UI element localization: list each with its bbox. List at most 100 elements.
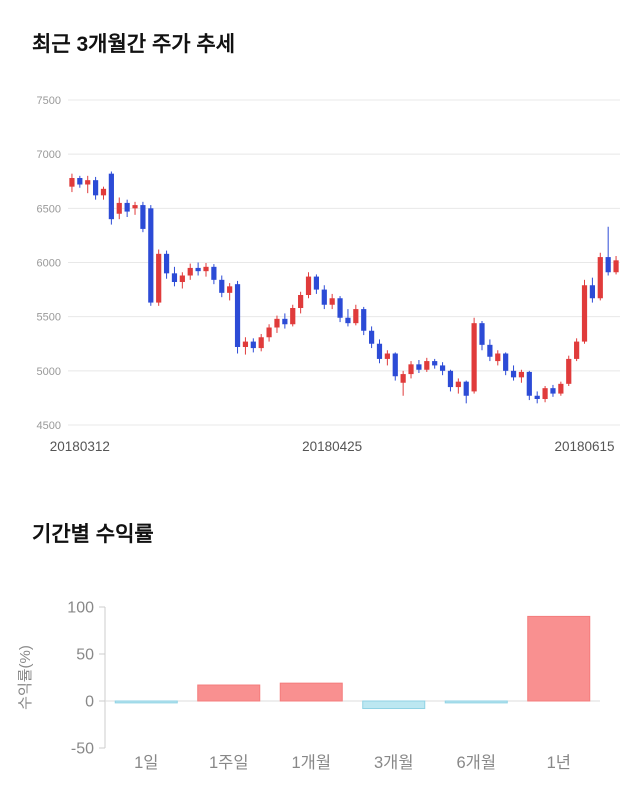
candle <box>345 317 351 324</box>
candle <box>510 370 517 378</box>
return-bar <box>527 615 591 702</box>
candle <box>100 188 107 196</box>
candle <box>518 371 525 378</box>
candle <box>77 178 83 185</box>
x-tick-label: 20180615 <box>554 439 614 454</box>
category-label: 1일 <box>134 753 158 772</box>
candle <box>108 173 114 220</box>
candle <box>156 253 162 303</box>
category-label: 1주일 <box>209 753 249 772</box>
candle <box>337 298 343 318</box>
candle <box>313 276 319 290</box>
candle <box>566 358 572 384</box>
candle <box>605 257 611 273</box>
return-bar <box>362 700 426 710</box>
candle <box>250 341 256 349</box>
candle <box>376 343 383 359</box>
candle <box>290 308 296 325</box>
candle <box>195 267 201 272</box>
y-tick-label: 6500 <box>37 203 61 215</box>
y-tick-label: 0 <box>85 694 94 711</box>
candle <box>353 309 359 324</box>
return-bar <box>197 684 261 702</box>
candle <box>187 267 193 276</box>
return-bar <box>444 700 508 704</box>
return-bar <box>279 682 343 702</box>
candle <box>148 208 154 303</box>
y-tick-label: 6000 <box>37 258 61 270</box>
candle <box>439 365 446 371</box>
candle <box>574 341 580 359</box>
candle <box>329 298 335 305</box>
category-label: 3개월 <box>374 753 414 772</box>
candle <box>298 295 304 308</box>
candle <box>432 361 438 366</box>
candle <box>93 180 99 196</box>
candle <box>361 309 367 331</box>
category-label: 1년 <box>547 753 571 772</box>
candle <box>534 395 540 399</box>
candle <box>140 205 146 229</box>
candle <box>597 257 603 299</box>
candle <box>613 260 619 273</box>
candle <box>369 330 375 344</box>
candle <box>447 370 454 388</box>
candle <box>282 318 288 325</box>
x-tick-label: 20180425 <box>302 439 362 454</box>
y-tick-label: 5000 <box>37 366 61 378</box>
candle <box>424 361 430 370</box>
y-tick-label: 7000 <box>37 149 61 161</box>
candle <box>581 285 588 342</box>
y-axis-label: 수익률(%) <box>17 645 34 710</box>
y-tick-label: -50 <box>71 741 94 758</box>
category-label: 6개월 <box>456 753 496 772</box>
candle <box>471 323 477 392</box>
candle <box>266 327 272 338</box>
candle <box>274 318 280 328</box>
candle <box>163 253 170 274</box>
candle <box>392 353 398 377</box>
price-trend-title: 최근 3개월간 주가 추세 <box>32 33 236 56</box>
candle <box>589 285 595 299</box>
candle <box>455 381 461 388</box>
candle <box>558 383 564 394</box>
candle <box>463 381 469 396</box>
candle <box>487 344 493 357</box>
y-tick-label: 50 <box>76 647 94 664</box>
y-tick-label: 100 <box>67 600 94 617</box>
candle <box>408 364 414 375</box>
candle <box>85 180 91 185</box>
category-label: 1개월 <box>291 753 331 772</box>
returns-title: 기간별 수익률 <box>32 523 154 546</box>
candle <box>227 286 233 293</box>
candle <box>242 341 249 347</box>
candle <box>258 337 264 349</box>
candle <box>495 353 501 362</box>
candle <box>69 178 75 187</box>
candle <box>234 284 241 347</box>
candle <box>132 205 138 209</box>
candle <box>542 388 548 399</box>
y-tick-label: 7500 <box>37 95 61 107</box>
candle <box>416 364 422 370</box>
candle <box>400 374 406 383</box>
y-tick-label: 4500 <box>37 420 61 432</box>
candle <box>124 202 130 212</box>
candle <box>203 266 209 272</box>
x-tick-label: 20180312 <box>50 439 110 454</box>
returns-bar-chart: -50 0 50 100 수익률(%) 1일 1주일 1개월 3개월 6개월 1년 <box>17 600 600 772</box>
candle <box>321 289 327 305</box>
candle <box>479 323 485 345</box>
y-tick-label: 5500 <box>37 312 61 324</box>
candlestick-chart: 4500 5000 5500 6000 6500 7000 7500 20180312 2018… <box>37 95 620 454</box>
candle <box>384 353 390 359</box>
candle <box>179 275 185 282</box>
return-bar <box>114 700 178 704</box>
candle <box>219 279 225 293</box>
candle <box>211 266 217 280</box>
candle <box>550 388 556 394</box>
candle <box>503 353 509 371</box>
candle <box>305 276 312 295</box>
candle <box>171 273 178 282</box>
